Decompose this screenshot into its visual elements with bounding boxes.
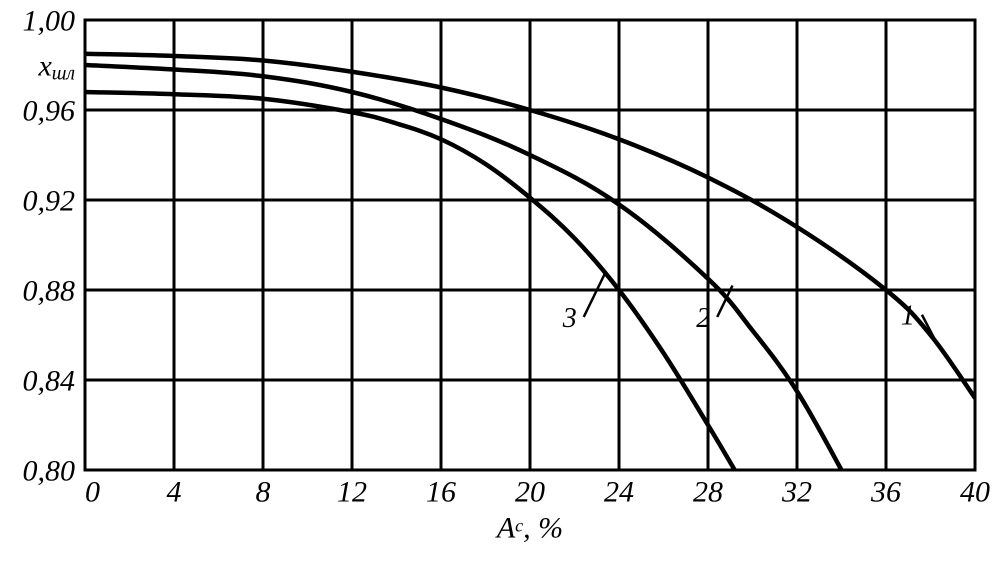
x-tick-label: 20 (515, 476, 545, 509)
x-axis-title: Ac, % (495, 512, 563, 545)
x-tick-label: 36 (870, 476, 901, 509)
y-tick-label: 0,80 (23, 455, 76, 488)
curve-1-label: 1 (901, 301, 915, 332)
curve-2-label: 2 (696, 303, 710, 334)
x-tick-label: 28 (693, 476, 723, 509)
y-tick-label: 0,84 (23, 365, 76, 398)
x-tick-label: 40 (960, 476, 990, 509)
x-tick-label: 12 (337, 476, 367, 509)
x-tick-label: 4 (167, 476, 182, 509)
x-tick-label: 24 (604, 476, 634, 509)
curve-3-label: 3 (562, 303, 577, 334)
y-tick-label: 0,88 (23, 275, 76, 308)
x-tick-label: 32 (781, 476, 812, 509)
y-tick-label: 0,96 (23, 95, 76, 128)
y-tick-label: 0,92 (23, 185, 76, 218)
x-tick-label: 0 (85, 476, 100, 509)
chart-background (0, 0, 1000, 568)
x-tick-label: 8 (256, 476, 271, 509)
chart-svg: 12304812162024283236400,800,840,880,920,… (0, 0, 1000, 568)
x-tick-label: 16 (426, 476, 456, 509)
y-tick-label: 1,00 (23, 5, 76, 38)
